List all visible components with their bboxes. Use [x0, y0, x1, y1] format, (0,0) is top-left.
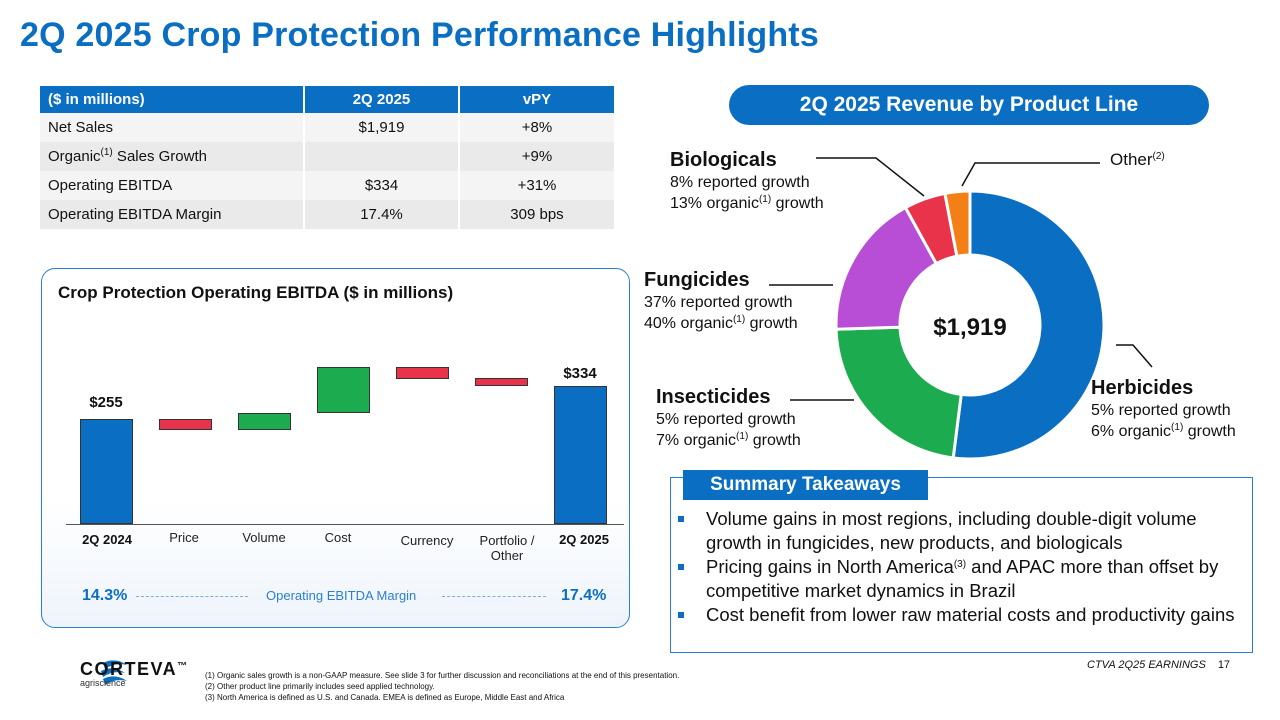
- row-vpy: +8%: [459, 113, 614, 142]
- metrics-table: ($ in millions) 2Q 2025 vPY Net Sales $1…: [40, 86, 614, 229]
- table-row: Organic(1) Sales Growth +9%: [40, 142, 614, 171]
- row-label: Organic(1) Sales Growth: [40, 142, 305, 171]
- leader-other: [961, 162, 1100, 187]
- ebitda-bridge-panel: Crop Protection Operating EBITDA ($ in m…: [41, 268, 630, 628]
- row-vpy: +9%: [459, 142, 614, 171]
- label-herbicides: Herbicides 5% reported growth 6% organic…: [1091, 377, 1236, 440]
- margin-dash-right: [442, 596, 546, 597]
- donut-segment-herbicides: [951, 189, 1106, 461]
- row-label: Operating EBITDA Margin: [40, 200, 305, 229]
- bar-price: [159, 419, 212, 430]
- bar-portfolio-other: [475, 378, 528, 386]
- donut-segment-other: [943, 189, 972, 258]
- table-row: Operating EBITDA Margin 17.4% 309 bps: [40, 200, 614, 229]
- bar-2q-2024: [80, 419, 133, 524]
- summary-box: [670, 477, 1253, 653]
- row-label: Operating EBITDA: [40, 171, 305, 200]
- bridge-baseline: [66, 524, 624, 525]
- row-label: Net Sales: [40, 113, 305, 142]
- label-fungicides: Fungicides 37% reported growth 40% organ…: [644, 269, 798, 332]
- category-label: Price: [169, 530, 199, 545]
- row-vpy: 309 bps: [459, 200, 614, 229]
- row-vpy: +31%: [459, 171, 614, 200]
- summary-bullets: Volume gains in most regions, including …: [678, 507, 1250, 627]
- category-label: Cost: [324, 530, 352, 545]
- footnotes: (1) Organic sales growth is a non-GAAP m…: [205, 670, 679, 703]
- category-label: 2Q 2025: [559, 532, 609, 547]
- end-value-label: $334: [563, 365, 597, 382]
- table-header: vPY: [459, 86, 614, 113]
- revenue-title-pill: 2Q 2025 Revenue by Product Line: [729, 85, 1209, 125]
- margin-label: Operating EBITDA Margin: [266, 588, 417, 603]
- category-label: 2Q 2024: [82, 532, 132, 547]
- bar-2q-2025: [554, 386, 607, 524]
- bar-currency: [396, 367, 449, 379]
- page-reference: CTVA 2Q25 EARNINGS 17: [1087, 659, 1231, 671]
- summary-title: Summary Takeaways: [683, 470, 928, 500]
- donut-center-value: $1,919: [933, 314, 1006, 341]
- footnote: (1) Organic sales growth is a non-GAAP m…: [205, 671, 680, 680]
- label-other: Other(2): [1110, 150, 1165, 169]
- bridge-title: Crop Protection Operating EBITDA ($ in m…: [58, 283, 454, 302]
- table-header: 2Q 2025: [304, 86, 460, 113]
- row-value: $1,919: [304, 113, 460, 142]
- donut-segment-insecticides: [834, 325, 963, 460]
- table-row: Operating EBITDA $334 +31%: [40, 171, 614, 200]
- margin-start: 14.3%: [82, 587, 128, 604]
- page-title: 2Q 2025 Crop Protection Performance High…: [20, 16, 819, 54]
- table-row: Net Sales $1,919 +8%: [40, 113, 614, 142]
- category-label: Portfolio /: [479, 533, 535, 548]
- category-label: Other: [490, 548, 524, 563]
- footnote: (2) Other product line primarily include…: [205, 682, 435, 691]
- bar-cost: [317, 367, 370, 413]
- category-label: Volume: [242, 530, 286, 545]
- table-header: ($ in millions): [40, 86, 305, 113]
- page-number: 17: [1217, 659, 1231, 671]
- summary-bullet: Pricing gains in North America(3) and AP…: [678, 555, 1250, 603]
- summary-bullet: Volume gains in most regions, including …: [678, 507, 1250, 555]
- start-value-label: $255: [89, 394, 123, 411]
- margin-end: 17.4%: [561, 587, 607, 604]
- row-value: [304, 142, 460, 171]
- corteva-logo-icon: [101, 660, 127, 685]
- bar-volume: [238, 413, 291, 430]
- footnote: (3) North America is defined as U.S. and…: [205, 693, 565, 702]
- leader-herbicides: [1116, 344, 1153, 368]
- label-biologicals: Biologicals 8% reported growth 13% organ…: [670, 149, 824, 212]
- row-value: 17.4%: [304, 200, 460, 229]
- corteva-brand: CORTEVA™: [80, 659, 189, 679]
- table-header-row: ($ in millions) 2Q 2025 vPY: [40, 86, 614, 113]
- category-label: Currency: [400, 533, 454, 548]
- revenue-donut: $1,919: [834, 189, 1106, 461]
- row-value: $334: [304, 171, 460, 200]
- corteva-brand-sub: agriscience: [80, 678, 126, 688]
- summary-bullet: Cost benefit from lower raw material cos…: [678, 603, 1250, 627]
- margin-dash-left: [136, 596, 248, 597]
- label-insecticides: Insecticides 5% reported growth 7% organ…: [656, 386, 801, 449]
